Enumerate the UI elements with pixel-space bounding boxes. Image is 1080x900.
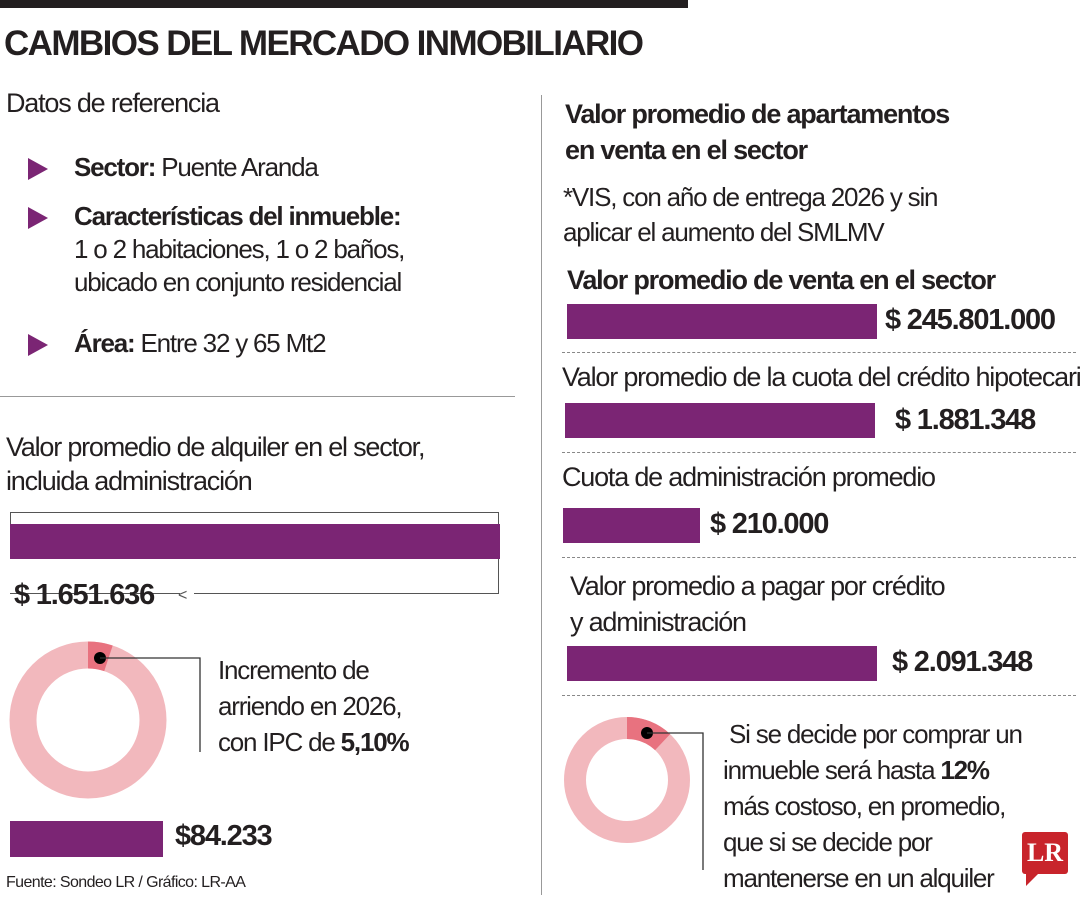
value-line: ubicado en conjunto residencial — [74, 267, 402, 297]
donut-leader — [100, 657, 201, 752]
sale-value: $ 1.881.348 — [895, 404, 1036, 436]
note-line: *VIS, con año de entrega 2026 y sin — [563, 182, 938, 212]
reference-sector: Sector: Puente Aranda — [74, 151, 319, 184]
source-note: Fuente: Sondeo LR / Gráfico: LR-AA — [6, 874, 246, 891]
sale-value: $ 210.000 — [710, 508, 829, 540]
increase-bar — [10, 821, 163, 857]
label: Sector: — [74, 152, 156, 182]
text-line: que si se decide por — [723, 827, 933, 857]
page-title: CAMBIOS DEL MERCADO INMOBILIARIO — [4, 24, 644, 63]
rent-connector-tick — [10, 512, 23, 524]
value: Entre 32 y 65 Mt2 — [140, 328, 327, 358]
connector-gap — [180, 593, 194, 594]
sale-bar — [565, 403, 875, 438]
reference-area: Área: Entre 32 y 65 Mt2 — [74, 327, 327, 360]
divider — [0, 396, 515, 397]
reference-features: Características del inmueble: 1 o 2 habi… — [74, 200, 405, 299]
sale-bar — [567, 304, 877, 339]
sale-item-label: Cuota de administración promedio — [562, 462, 936, 492]
label-line: Valor promedio a pagar por crédito — [570, 571, 946, 601]
divider — [541, 95, 542, 895]
label: Características del inmueble: — [74, 201, 402, 231]
text-line: Si se decide por comprar un — [723, 719, 1023, 749]
rent-value: $ 1.651.636 — [14, 579, 155, 611]
value-line: 1 o 2 habitaciones, 1 o 2 baños, — [74, 234, 405, 264]
text-line: inmueble será hasta — [723, 755, 941, 785]
sale-value: $ 2.091.348 — [892, 646, 1033, 678]
reference-heading: Datos de referencia — [6, 88, 220, 118]
donut-base — [9, 641, 167, 799]
heading-line: Valor promedio de apartamentos — [565, 99, 950, 129]
label-line: y administración — [570, 607, 747, 637]
text-line: mantenerse en un alquiler — [723, 863, 995, 893]
divider — [562, 352, 1076, 353]
percent-value: 12% — [940, 755, 990, 785]
heading-line: incluida administración — [6, 466, 253, 496]
ipc-value: 5,10% — [340, 727, 410, 757]
sale-bar — [563, 508, 700, 543]
rent-donut — [9, 641, 201, 799]
bullet-icon — [28, 334, 48, 356]
bullet-icon — [28, 207, 48, 229]
sale-donut-text: Si se decide por comprar un inmueble ser… — [723, 716, 1023, 896]
divider — [562, 557, 1076, 558]
arrow-left-icon: < — [178, 587, 188, 604]
sale-heading: Valor promedio de apartamentos en venta … — [565, 96, 950, 168]
rent-bar — [10, 524, 500, 559]
heading-line: Valor promedio de alquiler en el sector, — [6, 432, 425, 462]
divider — [562, 452, 1076, 453]
sale-bar — [567, 646, 877, 681]
text-line: con IPC de — [218, 727, 341, 757]
divider — [562, 695, 1076, 696]
value: Puente Aranda — [161, 152, 319, 182]
increase-value: $84.233 — [175, 820, 273, 852]
sale-item-label: Valor promedio de venta en el sector — [567, 265, 996, 295]
sale-value: $ 245.801.000 — [885, 304, 1056, 336]
sale-item-label: Valor promedio a pagar por crédito y adm… — [570, 568, 946, 640]
donut-base — [564, 717, 690, 843]
label: Área: — [74, 328, 136, 358]
sale-note: *VIS, con año de entrega 2026 y sin apli… — [563, 180, 938, 250]
text-line: más costoso, en promedio, — [723, 791, 1006, 821]
bullet-icon — [28, 158, 48, 180]
top-rule — [0, 0, 688, 8]
rent-heading: Valor promedio de alquiler en el sector,… — [6, 430, 425, 498]
lr-logo: LR — [1022, 832, 1068, 886]
note-line: aplicar el aumento del SMLMV — [563, 217, 885, 247]
sale-item-label: Valor promedio de la cuota del crédito h… — [562, 362, 1080, 392]
rent-donut-text: Incremento de arriendo en 2026, con IPC … — [218, 652, 410, 760]
sale-donut — [564, 717, 704, 870]
donut-leader — [647, 732, 704, 870]
text-line: arriendo en 2026, — [218, 691, 403, 721]
heading-line: en venta en el sector — [565, 135, 808, 165]
text-line: Incremento de — [218, 655, 370, 685]
